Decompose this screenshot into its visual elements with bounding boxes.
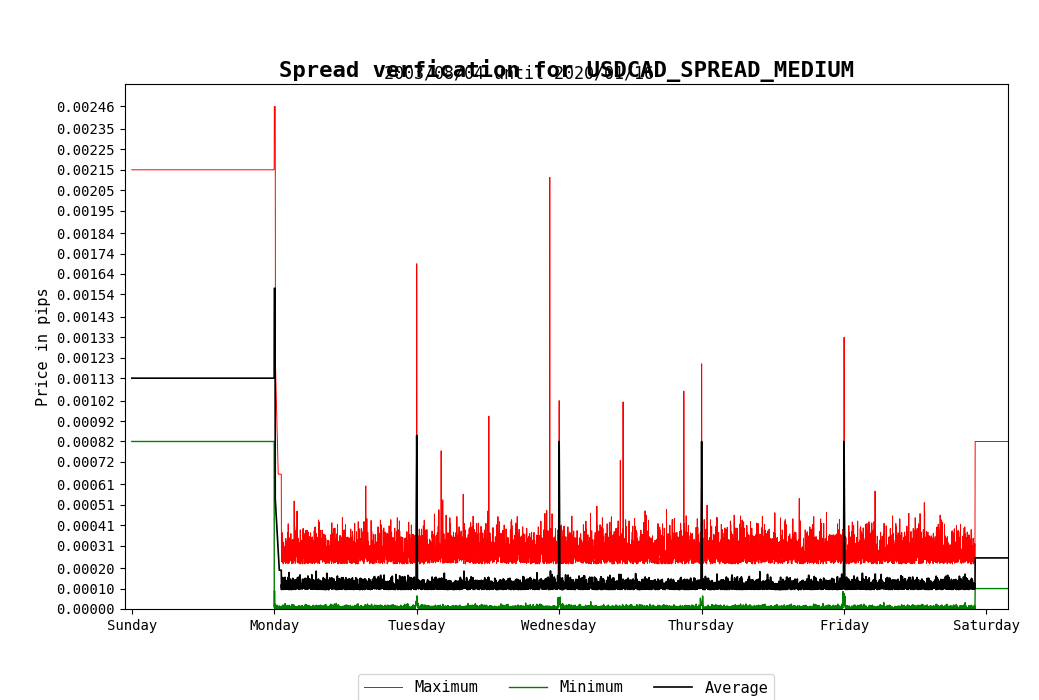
Average bbox=[875, 582, 887, 590]
Minimum bbox=[875, 603, 887, 612]
Maximum bbox=[409, 543, 422, 552]
Average bbox=[126, 374, 138, 382]
Minimum bbox=[126, 438, 138, 446]
Minimum bbox=[935, 605, 948, 613]
Line: Maximum: Maximum bbox=[132, 106, 1039, 564]
Average bbox=[149, 374, 161, 382]
Minimum bbox=[149, 438, 161, 446]
Y-axis label: Price in pips: Price in pips bbox=[35, 287, 51, 406]
Maximum bbox=[261, 166, 273, 174]
Average bbox=[920, 585, 932, 594]
Maximum bbox=[149, 166, 161, 174]
Title: Spread verfication for USDCAD_SPREAD_MEDIUM: Spread verfication for USDCAD_SPREAD_MED… bbox=[278, 59, 854, 82]
Maximum bbox=[875, 552, 887, 561]
Maximum bbox=[766, 557, 778, 566]
Text: 2003/08/04 until 2020/01/16: 2003/08/04 until 2020/01/16 bbox=[384, 64, 655, 83]
Line: Minimum: Minimum bbox=[132, 442, 1039, 609]
Average bbox=[394, 572, 406, 580]
Maximum bbox=[394, 527, 406, 536]
Average bbox=[409, 583, 422, 592]
Minimum bbox=[409, 598, 422, 606]
Maximum bbox=[268, 102, 281, 111]
Legend: Maximum, Minimum, Average: Maximum, Minimum, Average bbox=[358, 674, 774, 700]
Minimum bbox=[766, 605, 778, 613]
Minimum bbox=[261, 438, 273, 446]
Average bbox=[268, 284, 281, 293]
Average bbox=[261, 374, 273, 382]
Maximum bbox=[126, 166, 138, 174]
Average bbox=[766, 584, 778, 593]
Maximum bbox=[459, 560, 472, 568]
Minimum bbox=[394, 602, 406, 610]
Line: Average: Average bbox=[132, 288, 1039, 589]
